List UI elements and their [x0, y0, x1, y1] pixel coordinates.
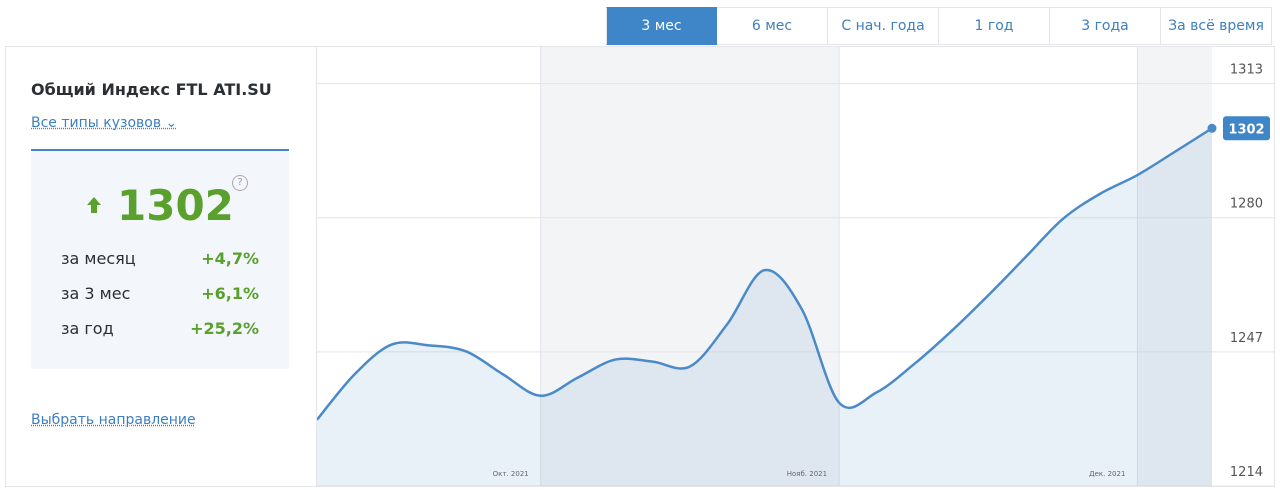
- up-arrow: [87, 197, 101, 213]
- body-type-link[interactable]: Все типы кузовов ⌄: [31, 115, 178, 131]
- last-point: [1207, 123, 1217, 133]
- stat-label: за год: [61, 319, 114, 338]
- stat-label: за 3 мес: [61, 284, 131, 303]
- index-value: 1302: [117, 181, 234, 230]
- stat-value: +25,2%: [190, 319, 259, 338]
- body-type-text[interactable]: Все типы кузовов: [31, 115, 162, 131]
- period-tab[interactable]: За всё время: [1161, 7, 1272, 45]
- line: [317, 127, 1213, 421]
- period-tab[interactable]: 3 года: [1050, 7, 1161, 45]
- stat-value: +6,1%: [201, 284, 259, 303]
- last-value-label: 1302: [1228, 122, 1264, 137]
- month-band: [540, 47, 840, 486]
- period-tab[interactable]: 1 год: [939, 7, 1050, 45]
- stat-row: за год +25,2%: [61, 319, 259, 338]
- x-tick-label: Дек. 2021: [1089, 470, 1125, 478]
- y-tick-label: 1280: [1230, 197, 1263, 212]
- value-badge: [1223, 116, 1270, 141]
- y-tick-label: 1313: [1230, 63, 1263, 78]
- direction-link[interactable]: Выбрать направление: [31, 412, 196, 428]
- stat-row: за месяц +4,7%: [61, 249, 259, 268]
- month-band: [1137, 47, 1212, 486]
- stat-label: за месяц: [61, 249, 136, 268]
- stat-row: за 3 мес +6,1%: [61, 284, 259, 303]
- help-icon[interactable]: ?: [232, 175, 248, 191]
- period-tab[interactable]: 3 мес: [606, 7, 717, 45]
- stat-value: +4,7%: [201, 249, 259, 268]
- sidebar: Общий Индекс FTL ATI.SU Все типы кузовов…: [5, 46, 317, 487]
- index-title: Общий Индекс FTL ATI.SU: [31, 80, 272, 99]
- period-tab[interactable]: 6 мес: [717, 7, 828, 45]
- y-tick-label: 1214: [1230, 465, 1263, 480]
- x-tick-label: Окт. 2021: [493, 470, 529, 478]
- period-tabs: 3 мес 6 мес С нач. года 1 год 3 года За всё в…: [606, 7, 1272, 45]
- period-tab[interactable]: С нач. года: [828, 7, 939, 45]
- y-tick-label: 1247: [1230, 331, 1263, 346]
- index-card: 1302 ? за месяц +4,7% за 3 мес +6,1% за год +…: [31, 149, 289, 369]
- x-tick-label: Нояб. 2021: [787, 470, 827, 478]
- chart: 1214 1247 1280 1313 1302 Окт. 2021 Нояб. 2021 Д…: [317, 47, 1275, 487]
